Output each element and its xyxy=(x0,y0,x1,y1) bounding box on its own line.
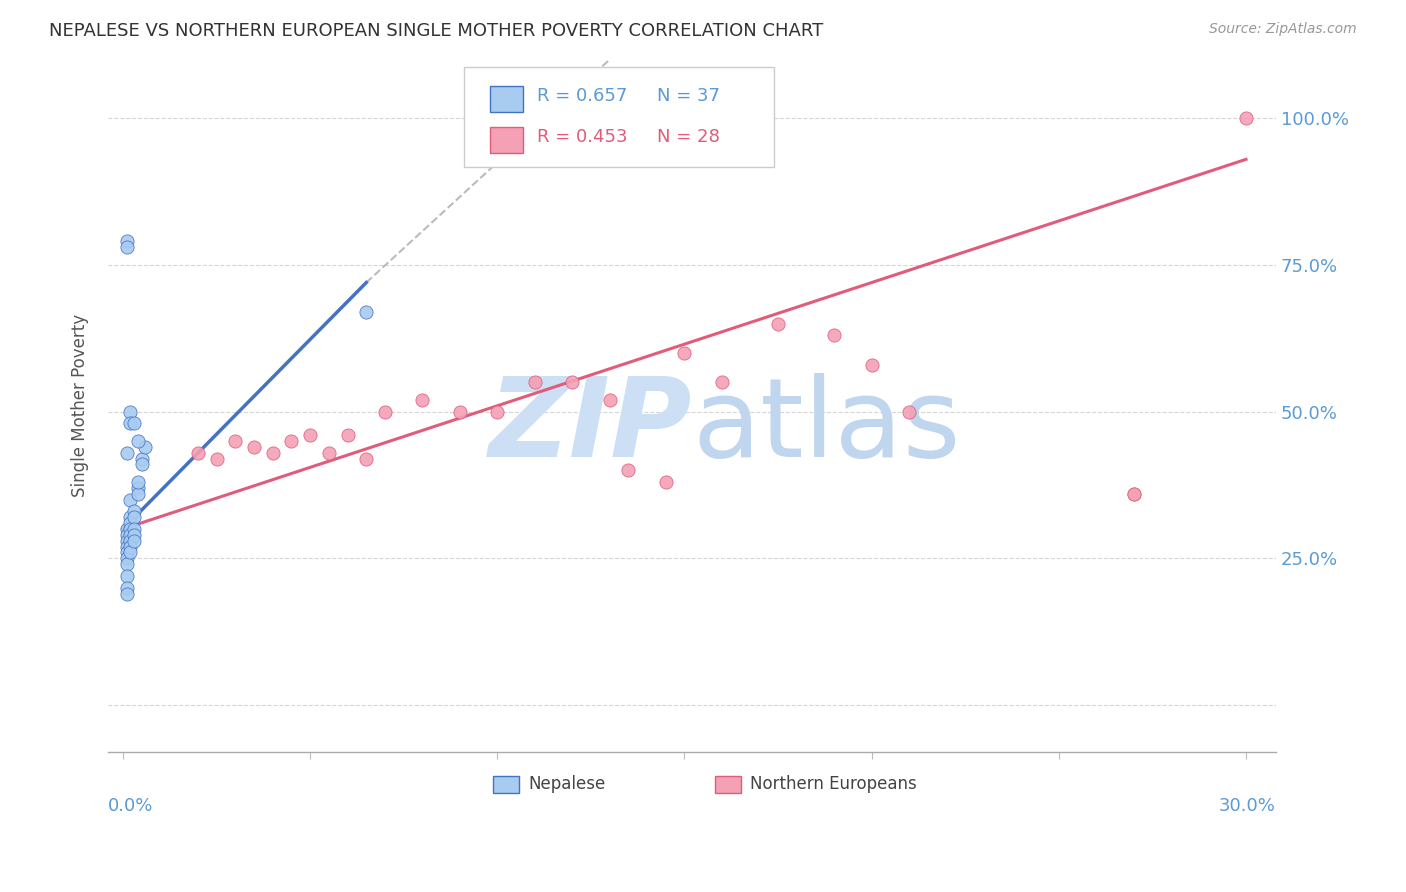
Text: ZIP: ZIP xyxy=(488,373,692,480)
Point xyxy=(120,516,142,530)
Point xyxy=(120,510,142,524)
Text: N = 37: N = 37 xyxy=(657,87,720,105)
Text: 0.0%: 0.0% xyxy=(108,797,153,815)
Point xyxy=(115,522,138,536)
Point xyxy=(127,487,149,501)
Point xyxy=(115,569,138,583)
Point xyxy=(187,446,209,460)
Point xyxy=(122,417,145,431)
Point xyxy=(127,475,149,489)
Point xyxy=(134,440,156,454)
Point xyxy=(115,545,138,559)
Text: R = 0.453: R = 0.453 xyxy=(537,128,627,145)
Point xyxy=(299,428,322,442)
Point xyxy=(766,317,789,331)
Point xyxy=(115,557,138,571)
Point xyxy=(115,586,138,600)
Point xyxy=(280,434,302,448)
Point xyxy=(1122,487,1144,501)
Point xyxy=(673,346,696,360)
Text: N = 28: N = 28 xyxy=(657,128,720,145)
Point xyxy=(122,522,145,536)
Point xyxy=(122,528,145,542)
Point xyxy=(1234,112,1257,126)
Text: NEPALESE VS NORTHERN EUROPEAN SINGLE MOTHER POVERTY CORRELATION CHART: NEPALESE VS NORTHERN EUROPEAN SINGLE MOT… xyxy=(49,22,824,40)
Point xyxy=(120,545,142,559)
Point xyxy=(115,581,138,595)
Point xyxy=(115,540,138,554)
Point xyxy=(336,428,359,442)
Point xyxy=(523,376,546,390)
Point xyxy=(374,404,396,418)
Point xyxy=(120,492,142,507)
Point xyxy=(710,376,733,390)
Point xyxy=(486,404,509,418)
Text: 30.0%: 30.0% xyxy=(1219,797,1277,815)
Point xyxy=(898,404,921,418)
Point xyxy=(120,540,142,554)
Point xyxy=(411,392,433,407)
Point xyxy=(115,551,138,566)
Bar xyxy=(489,127,523,153)
Point xyxy=(356,451,378,466)
Point xyxy=(561,376,583,390)
Point xyxy=(655,475,678,489)
Bar xyxy=(494,776,519,794)
Point xyxy=(205,451,228,466)
Point xyxy=(243,440,266,454)
Bar xyxy=(489,87,523,112)
Point xyxy=(120,522,142,536)
Point xyxy=(262,446,284,460)
Point xyxy=(122,510,145,524)
Point xyxy=(115,533,138,548)
Point xyxy=(120,528,142,542)
Point xyxy=(122,533,145,548)
Point xyxy=(120,417,142,431)
Point xyxy=(617,463,640,477)
Point xyxy=(1122,487,1144,501)
Point xyxy=(356,305,378,319)
Point xyxy=(115,528,138,542)
Point xyxy=(449,404,471,418)
Point xyxy=(122,504,145,518)
Point xyxy=(120,533,142,548)
Y-axis label: Single Mother Poverty: Single Mother Poverty xyxy=(72,314,89,498)
Point xyxy=(860,358,883,372)
FancyBboxPatch shape xyxy=(464,67,773,167)
Text: Nepalese: Nepalese xyxy=(529,775,606,794)
Point xyxy=(131,458,153,472)
Bar xyxy=(716,776,741,794)
Point xyxy=(599,392,621,407)
Point xyxy=(120,404,142,418)
Point xyxy=(115,235,138,249)
Point xyxy=(224,434,246,448)
Point xyxy=(127,481,149,495)
Text: atlas: atlas xyxy=(692,373,960,480)
Text: Source: ZipAtlas.com: Source: ZipAtlas.com xyxy=(1209,22,1357,37)
Point xyxy=(127,434,149,448)
Point xyxy=(823,328,845,343)
Text: R = 0.657: R = 0.657 xyxy=(537,87,627,105)
Point xyxy=(115,446,138,460)
Point xyxy=(318,446,340,460)
Point xyxy=(115,240,138,254)
Text: Northern Europeans: Northern Europeans xyxy=(751,775,917,794)
Point xyxy=(131,451,153,466)
